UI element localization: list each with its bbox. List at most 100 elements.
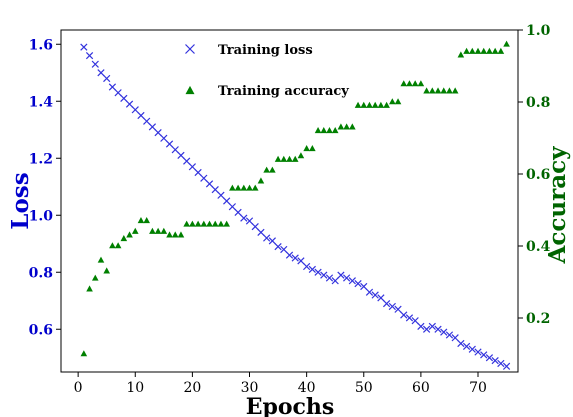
loss-point: [485, 354, 494, 362]
accuracy-point: [274, 155, 282, 162]
loss-point: [85, 52, 94, 60]
plot-frame: [60, 29, 519, 373]
accuracy-point: [126, 231, 133, 238]
accuracy-point: [280, 155, 288, 162]
accuracy-point: [474, 47, 482, 54]
loss-point: [80, 43, 88, 51]
accuracy-point: [166, 231, 173, 238]
loss-point: [245, 217, 254, 225]
loss-point: [223, 197, 231, 205]
x-tick-label: 10: [126, 380, 144, 396]
loss-point: [388, 302, 396, 311]
loss-point: [217, 191, 225, 199]
accuracy-point: [360, 101, 368, 108]
accuracy-point: [109, 242, 116, 249]
loss-point: [280, 245, 288, 254]
loss-point: [394, 305, 402, 313]
loss-point: [91, 60, 99, 68]
left-y-tick-label: 0.6: [29, 322, 53, 338]
accuracy-point: [303, 145, 310, 152]
accuracy-point: [446, 87, 453, 94]
accuracy-point: [177, 231, 185, 238]
accuracy-point: [371, 101, 379, 108]
accuracy-point: [194, 220, 202, 227]
x-tick-label: 70: [469, 380, 487, 396]
loss-point: [240, 214, 248, 222]
loss-point: [274, 242, 282, 251]
right-y-tick-label: 0.8: [526, 95, 550, 111]
accuracy-point: [394, 98, 402, 105]
accuracy-point: [486, 47, 493, 54]
accuracy-point: [206, 220, 213, 227]
x-axis: 0 10 20 30 40 50 60 70: [74, 372, 487, 396]
loss-point: [268, 237, 276, 245]
loss-point: [154, 128, 162, 137]
loss-point: [360, 282, 368, 291]
loss-point: [417, 322, 425, 331]
loss-point: [137, 111, 145, 120]
loss-point: [103, 74, 111, 83]
loss-point: [314, 268, 322, 276]
legend-loss-x-icon: [185, 44, 195, 54]
accuracy-point: [223, 220, 230, 227]
legend: Training loss Training accuracy: [185, 43, 349, 99]
loss-point: [171, 146, 179, 154]
loss-point: [291, 254, 299, 262]
accuracy-point: [451, 87, 459, 94]
left-y-axis: 0.6 0.8 1.0 1.2 1.4 1.6: [29, 37, 61, 338]
loss-point: [457, 339, 465, 348]
loss-point: [148, 123, 157, 131]
accuracy-point: [143, 217, 150, 224]
loss-point: [308, 265, 316, 274]
accuracy-point: [297, 152, 305, 159]
accuracy-point: [240, 184, 248, 191]
loss-point: [320, 271, 328, 279]
accuracy-point: [269, 166, 276, 173]
accuracy-point: [383, 101, 390, 108]
loss-point: [451, 334, 459, 342]
accuracy-point: [406, 80, 413, 87]
accuracy-point: [137, 217, 145, 224]
accuracy-point: [320, 127, 328, 134]
accuracy-point: [246, 184, 253, 191]
loss-point: [497, 359, 505, 368]
accuracy-point: [331, 127, 339, 134]
accuracy-point: [326, 127, 333, 134]
accuracy-point: [429, 87, 436, 94]
x-tick-label: 40: [298, 380, 316, 396]
accuracy-point: [97, 256, 105, 263]
loss-point: [125, 100, 134, 108]
accuracy-point: [200, 220, 208, 227]
legend-accuracy-marker: [185, 85, 195, 95]
loss-point: [480, 351, 488, 359]
loss-point: [348, 277, 356, 285]
accuracy-point: [189, 220, 196, 227]
accuracy-point: [263, 166, 270, 173]
loss-point: [382, 299, 391, 308]
accuracy-point: [423, 87, 430, 94]
accuracy-point: [503, 40, 510, 47]
loss-point: [502, 362, 511, 370]
legend-accuracy-label: Training accuracy: [218, 84, 349, 99]
left-y-tick-label: 1.0: [29, 208, 54, 224]
accuracy-point: [349, 123, 356, 130]
loss-point: [97, 69, 105, 77]
x-tick-label: 50: [355, 380, 373, 396]
accuracy-point: [491, 47, 499, 54]
accuracy-point: [251, 184, 259, 191]
loss-point: [200, 174, 208, 182]
right-y-tick-label: 0.6: [526, 167, 550, 183]
accuracy-point: [131, 227, 139, 234]
accuracy-point: [286, 155, 293, 162]
accuracy-point: [309, 145, 316, 152]
loss-point: [491, 356, 499, 365]
loss-point: [205, 180, 214, 188]
legend-loss-marker: [185, 44, 195, 54]
loss-point: [462, 342, 471, 350]
loss-point: [165, 140, 174, 148]
loss-point: [131, 106, 139, 114]
loss-point: [188, 163, 197, 171]
legend-loss-label: Training loss: [218, 43, 313, 58]
loss-point: [405, 314, 414, 322]
accuracy-point: [80, 350, 88, 357]
